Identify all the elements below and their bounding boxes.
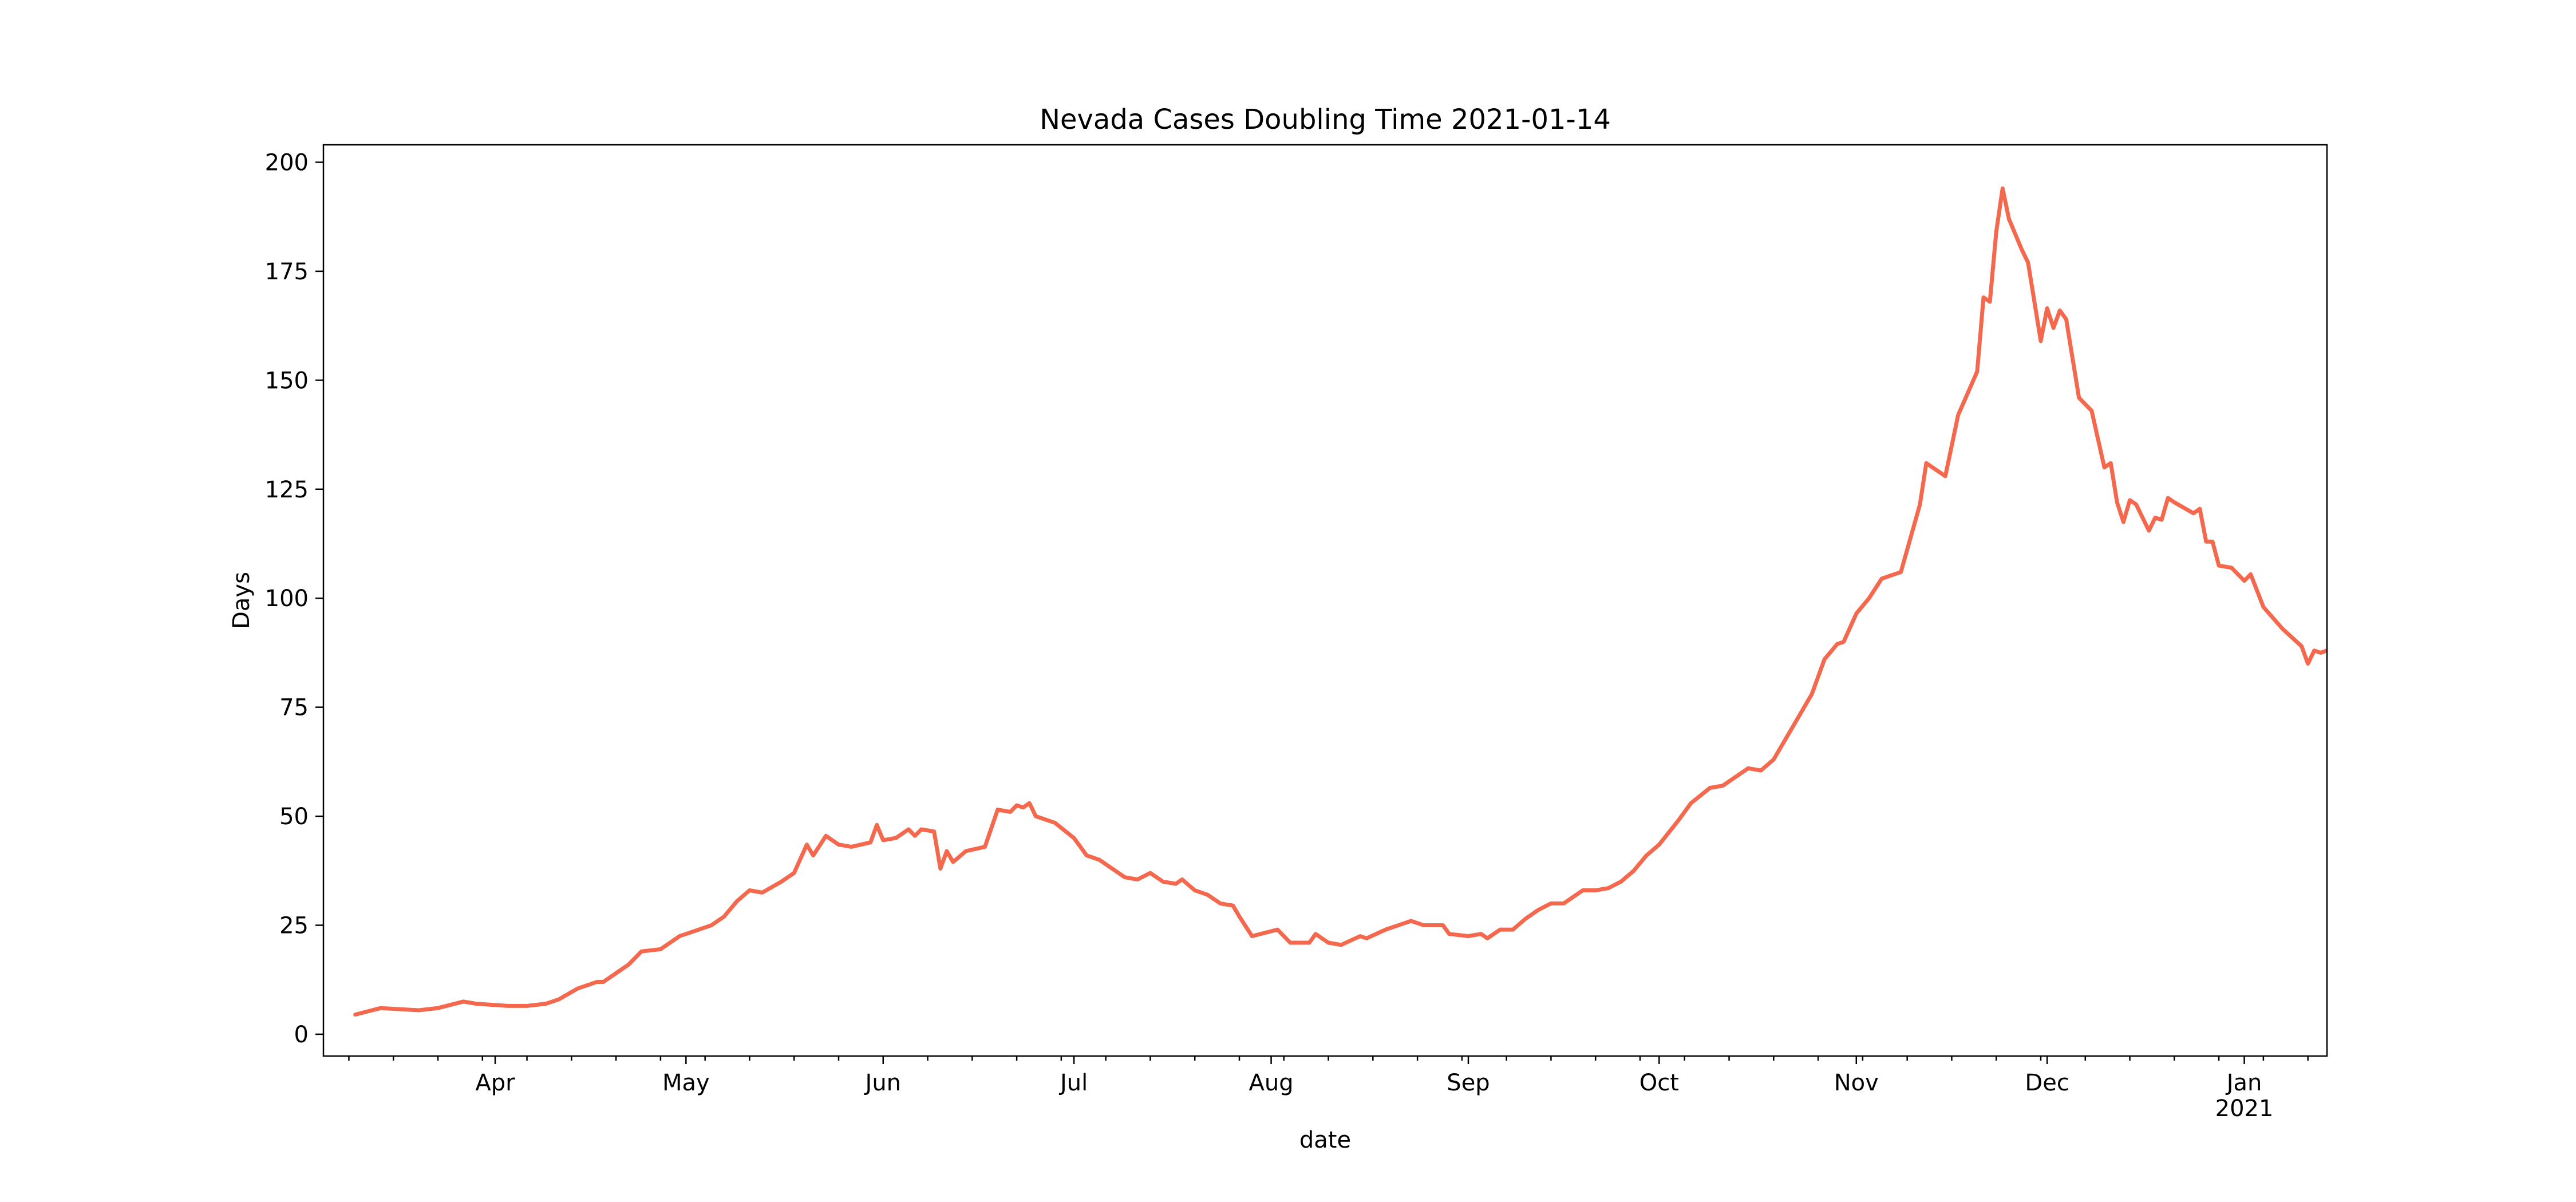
y-tick-label: 100 xyxy=(265,586,309,612)
y-tick-label: 150 xyxy=(265,367,309,394)
x-tick-sublabel: 2021 xyxy=(2215,1096,2274,1122)
x-tick-label: Jul xyxy=(1058,1070,1088,1096)
x-tick-label: May xyxy=(662,1070,710,1096)
x-tick-label: Nov xyxy=(1834,1070,1879,1096)
y-tick-label: 75 xyxy=(279,695,309,721)
x-tick-label: Sep xyxy=(1447,1070,1490,1096)
y-tick-label: 175 xyxy=(265,259,309,285)
x-tick-label: Jan xyxy=(2225,1070,2262,1096)
x-tick-label: Aug xyxy=(1249,1070,1294,1096)
x-tick-label: Dec xyxy=(2025,1070,2069,1096)
series-group xyxy=(353,186,2327,1017)
y-tick-label: 200 xyxy=(265,149,309,176)
series-line xyxy=(353,186,2327,1017)
y-axis: 0 25 50 75 100 125 150 175 200 xyxy=(265,149,323,1048)
y-tick-label: 0 xyxy=(294,1022,309,1048)
chart-title: Nevada Cases Doubling Time 2021-01-14 xyxy=(1040,104,1611,136)
x-tick-label: Apr xyxy=(475,1070,515,1096)
x-tick-label: Jun xyxy=(864,1070,902,1096)
x-axis-label: date xyxy=(1299,1127,1351,1153)
y-tick-label: 25 xyxy=(279,912,309,939)
x-tick-label: Oct xyxy=(1639,1070,1679,1096)
plot-frame xyxy=(322,144,2328,1057)
y-tick-label: 50 xyxy=(279,804,309,830)
y-tick-label: 125 xyxy=(265,477,309,503)
y-axis-label: Days xyxy=(228,572,255,629)
